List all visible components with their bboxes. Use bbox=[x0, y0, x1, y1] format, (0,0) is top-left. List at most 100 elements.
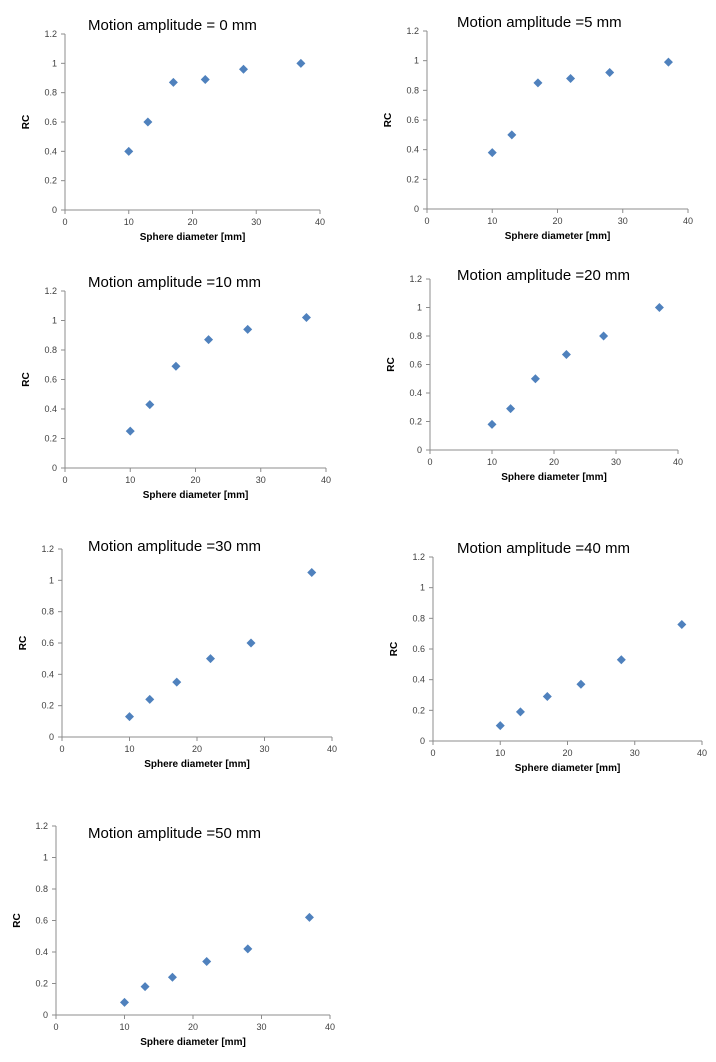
y-tick-label: 1.2 bbox=[406, 26, 419, 36]
chart-title: Motion amplitude =10 mm bbox=[88, 274, 261, 291]
x-tick-label: 40 bbox=[321, 475, 331, 485]
x-tick-label: 0 bbox=[424, 216, 429, 226]
data-point bbox=[507, 130, 517, 140]
chart-motion-10mm: Motion amplitude =10 mm 0 0.2 0.4 0.6 0.8 1 1.2… bbox=[21, 274, 331, 501]
x-tick-label: 20 bbox=[192, 744, 202, 754]
y-tick-label: 1.2 bbox=[44, 29, 57, 39]
y-tick-label: 1.2 bbox=[41, 544, 54, 554]
y-tick-label: 0.8 bbox=[406, 85, 419, 95]
y-tick-label: 1 bbox=[43, 853, 48, 863]
data-point bbox=[125, 712, 134, 722]
data-point bbox=[204, 335, 214, 345]
y-tick-label: 0 bbox=[417, 445, 422, 455]
y-tick-label: 0.2 bbox=[44, 176, 57, 186]
y-tick-label: 0.4 bbox=[35, 947, 48, 957]
y-tick-label: 1.2 bbox=[44, 286, 57, 296]
data-point bbox=[304, 912, 314, 922]
y-tick-label: 1 bbox=[49, 575, 54, 585]
data-point bbox=[296, 58, 306, 68]
y-tick-label: 1 bbox=[420, 583, 425, 593]
x-axis-title: Sphere diameter [mm] bbox=[501, 472, 607, 483]
y-tick-label: 0 bbox=[43, 1010, 48, 1020]
data-point bbox=[677, 619, 687, 629]
y-tick-label: 0.8 bbox=[44, 345, 57, 355]
chart-motion-30mm: Motion amplitude =30 mm 0 0.2 0.4 0.6 0.8 1 1.2… bbox=[18, 538, 337, 770]
x-axis-title: Sphere diameter [mm] bbox=[140, 232, 246, 243]
x-tick-label: 20 bbox=[552, 216, 562, 226]
y-tick-label: 0 bbox=[49, 732, 54, 742]
y-tick-label: 0 bbox=[420, 736, 425, 746]
data-point bbox=[307, 568, 317, 577]
x-tick-label: 10 bbox=[487, 216, 497, 226]
y-axis-title: RC bbox=[386, 357, 397, 371]
y-tick-label: 0.2 bbox=[412, 705, 425, 715]
y-tick-label: 0.8 bbox=[409, 331, 422, 341]
y-tick-label: 0.2 bbox=[44, 434, 57, 444]
data-point bbox=[200, 74, 210, 84]
y-tick-label: 1.2 bbox=[35, 821, 48, 831]
data-point bbox=[616, 655, 626, 665]
x-axis-title: Sphere diameter [mm] bbox=[143, 490, 249, 501]
y-tick-label: 0.6 bbox=[41, 638, 54, 648]
x-tick-label: 10 bbox=[495, 748, 505, 758]
data-point bbox=[140, 982, 150, 992]
y-tick-label: 0.4 bbox=[412, 675, 425, 685]
x-tick-label: 10 bbox=[125, 475, 135, 485]
x-tick-label: 30 bbox=[259, 744, 269, 754]
x-axis-title: Sphere diameter [mm] bbox=[505, 231, 611, 242]
y-tick-label: 0 bbox=[52, 463, 57, 473]
y-tick-label: 0.2 bbox=[406, 174, 419, 184]
x-tick-label: 40 bbox=[673, 457, 683, 467]
y-tick-label: 0.6 bbox=[44, 117, 57, 127]
x-tick-label: 30 bbox=[251, 217, 261, 227]
data-point bbox=[301, 313, 311, 323]
data-point bbox=[172, 677, 182, 687]
data-point bbox=[576, 679, 586, 689]
y-tick-label: 0.4 bbox=[44, 404, 57, 414]
y-tick-label: 0.4 bbox=[406, 145, 419, 155]
x-tick-label: 0 bbox=[430, 748, 435, 758]
data-point bbox=[495, 721, 505, 731]
data-point bbox=[246, 638, 256, 648]
x-tick-label: 10 bbox=[119, 1022, 129, 1032]
x-tick-label: 30 bbox=[618, 216, 628, 226]
y-tick-label: 0.8 bbox=[412, 613, 425, 623]
x-tick-label: 10 bbox=[487, 457, 497, 467]
x-tick-label: 0 bbox=[427, 457, 432, 467]
data-point bbox=[654, 303, 664, 312]
y-tick-label: 1 bbox=[52, 58, 57, 68]
x-tick-label: 0 bbox=[59, 744, 64, 754]
y-tick-label: 0.2 bbox=[35, 979, 48, 989]
data-point bbox=[125, 426, 135, 436]
y-axis-title: RC bbox=[18, 636, 29, 650]
data-point bbox=[542, 692, 552, 702]
data-point bbox=[243, 944, 253, 954]
x-tick-label: 10 bbox=[124, 217, 134, 227]
data-point bbox=[561, 350, 571, 360]
x-tick-label: 0 bbox=[53, 1022, 58, 1032]
chart-title: Motion amplitude =5 mm bbox=[457, 14, 622, 31]
x-tick-label: 40 bbox=[683, 216, 693, 226]
data-point bbox=[202, 956, 212, 966]
x-tick-label: 30 bbox=[630, 748, 640, 758]
y-tick-label: 0.8 bbox=[44, 88, 57, 98]
data-point bbox=[487, 419, 497, 429]
data-point bbox=[120, 997, 129, 1007]
data-point bbox=[167, 972, 177, 982]
x-tick-label: 40 bbox=[325, 1022, 335, 1032]
chart-title: Motion amplitude =20 mm bbox=[457, 267, 630, 284]
data-point bbox=[533, 78, 543, 88]
x-tick-label: 0 bbox=[62, 217, 67, 227]
x-tick-label: 30 bbox=[256, 475, 266, 485]
data-point bbox=[239, 64, 248, 74]
y-axis-title: RC bbox=[21, 372, 32, 386]
y-tick-label: 0.4 bbox=[41, 669, 54, 679]
data-point bbox=[243, 324, 253, 334]
data-point bbox=[663, 57, 673, 67]
y-tick-label: 1 bbox=[414, 56, 419, 66]
y-tick-label: 0.8 bbox=[41, 607, 54, 617]
data-point bbox=[506, 404, 516, 414]
y-tick-label: 0.6 bbox=[44, 375, 57, 385]
data-point bbox=[168, 77, 178, 87]
chart-motion-5mm: Motion amplitude =5 mm 0 0.2 0.4 0.6 0.8 1 1.2 0… bbox=[383, 14, 693, 242]
